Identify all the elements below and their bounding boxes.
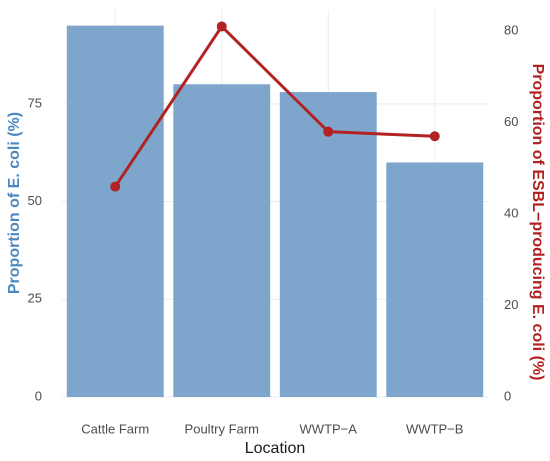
line-point (323, 126, 334, 137)
bar (66, 25, 164, 398)
x-axis-title: Location (245, 440, 306, 457)
y-tick-label: 75 (28, 95, 42, 110)
x-tick-label: Cattle Farm (81, 421, 149, 436)
y-tick-label: 50 (28, 193, 42, 208)
y2-tick-label: 80 (504, 22, 518, 37)
y2-tick-label: 0 (504, 388, 511, 403)
x-tick-label: WWTP−B (406, 421, 463, 436)
y2-tick-label: 20 (504, 297, 518, 312)
y2-axis-title: Proportion of ESBL−producing E. coli (%) (529, 64, 546, 381)
y2-tick-label: 40 (504, 205, 518, 220)
line (114, 24, 435, 188)
bar (279, 92, 377, 397)
x-tick-label: WWTP−A (300, 421, 358, 436)
line-point (216, 21, 227, 32)
y-tick-label: 0 (35, 388, 42, 403)
y2-tick-label: 60 (504, 114, 518, 129)
y-axis-title: Proportion of E. coli (%) (6, 112, 23, 294)
line-point (429, 131, 440, 142)
line-point (110, 181, 121, 192)
bar (386, 162, 484, 397)
bar (173, 84, 271, 397)
x-tick-label: Poultry Farm (185, 421, 259, 436)
y-tick-label: 25 (28, 291, 42, 306)
